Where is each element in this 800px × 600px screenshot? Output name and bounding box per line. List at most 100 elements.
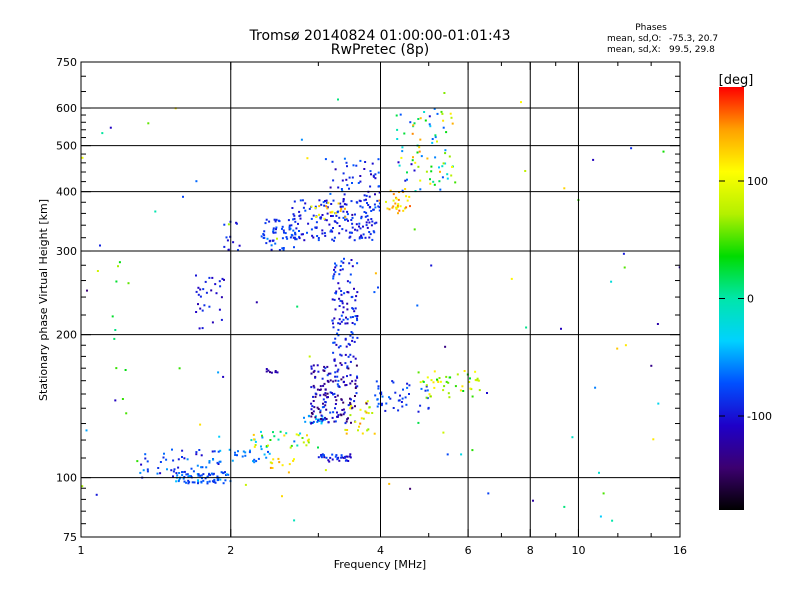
data-point-230 [324,394,327,397]
data-point-634 [321,214,324,216]
data-point-2 [185,481,188,484]
data-point-825 [378,191,381,194]
data-point-1136 [656,323,659,325]
data-point-757 [369,206,371,209]
data-point-659 [316,235,319,237]
data-point-102 [140,463,143,466]
data-point-1141 [623,266,626,269]
data-point-1112 [563,187,566,190]
data-point-656 [298,235,301,238]
data-point-404 [331,319,334,322]
data-point-901 [403,207,406,210]
data-point-91 [183,470,186,473]
data-point-761 [319,217,322,220]
data-point-1095 [115,280,118,283]
data-point-664 [322,201,325,204]
data-point-86 [213,450,216,453]
data-point-1129 [308,355,311,358]
data-point-234 [322,402,324,405]
data-point-1063 [195,274,197,277]
data-point-1132 [306,157,309,160]
data-point-754 [360,234,363,237]
data-point-1090 [265,370,268,373]
data-point-922 [414,190,417,193]
data-point-50 [214,481,217,484]
data-point-845 [377,205,380,208]
y-tick-label-0: 75 [63,531,77,544]
data-point-731 [317,237,320,239]
data-point-977 [404,179,407,182]
data-point-172 [285,432,288,435]
data-point-1039 [274,242,277,245]
data-point-944 [451,122,454,125]
data-point-423 [340,314,343,317]
data-point-940 [439,188,442,191]
data-point-1117 [622,252,625,255]
data-point-805 [330,203,333,205]
data-point-955 [431,138,434,140]
data-point-370 [340,398,343,401]
data-point-362 [340,378,343,381]
data-point-1020 [275,228,277,231]
data-point-294 [323,370,326,372]
data-point-371 [354,405,356,408]
data-point-402 [346,302,349,305]
data-point-1036 [278,249,281,251]
data-point-55 [187,482,190,485]
data-point-742 [323,232,326,235]
data-point-759 [359,227,362,230]
data-point-1170 [413,228,416,231]
data-point-997 [282,249,285,251]
data-point-1106 [678,266,680,269]
data-point-469 [333,298,336,301]
data-point-22 [188,481,191,484]
data-point-679 [342,216,345,219]
data-point-1052 [218,308,221,311]
data-point-248 [326,365,329,368]
data-point-763 [326,212,329,215]
data-point-612 [426,376,429,379]
data-point-1109 [99,244,101,247]
data-point-292 [313,369,316,372]
data-point-442 [351,336,354,339]
data-point-614 [425,396,428,399]
data-point-946 [438,166,440,169]
data-point-385 [334,262,336,265]
data-point-481 [354,307,357,310]
data-point-582 [406,386,409,389]
data-point-418 [339,345,342,348]
data-point-408 [349,334,352,337]
data-point-563 [376,405,379,408]
data-point-180 [267,444,269,447]
data-point-1102 [454,181,457,184]
data-point-732 [342,200,345,203]
data-point-197 [303,416,305,419]
data-point-906 [425,170,428,173]
data-point-480 [349,353,352,356]
data-point-725 [372,230,375,233]
chart-subtitle: RwPretec (8p) [331,42,429,58]
data-point-1113 [95,493,98,496]
data-point-467 [332,326,335,329]
data-point-792 [355,223,358,226]
data-point-710 [351,216,354,219]
data-point-798 [370,224,373,227]
data-point-604 [437,381,440,383]
data-point-323 [316,406,319,409]
data-point-956 [413,122,416,125]
data-point-1104 [602,492,605,495]
data-point-254 [329,379,332,382]
data-point-970 [434,156,437,159]
data-point-568 [401,397,404,400]
data-point-130 [248,451,251,454]
data-point-496 [331,458,334,461]
data-point-291 [320,414,323,417]
data-point-561 [391,380,394,383]
data-point-803 [340,188,343,190]
data-point-316 [334,379,337,382]
data-point-438 [338,305,341,307]
data-point-883 [385,200,387,203]
data-point-1162 [114,399,117,402]
data-point-198 [320,422,323,425]
data-point-1019 [273,218,276,221]
